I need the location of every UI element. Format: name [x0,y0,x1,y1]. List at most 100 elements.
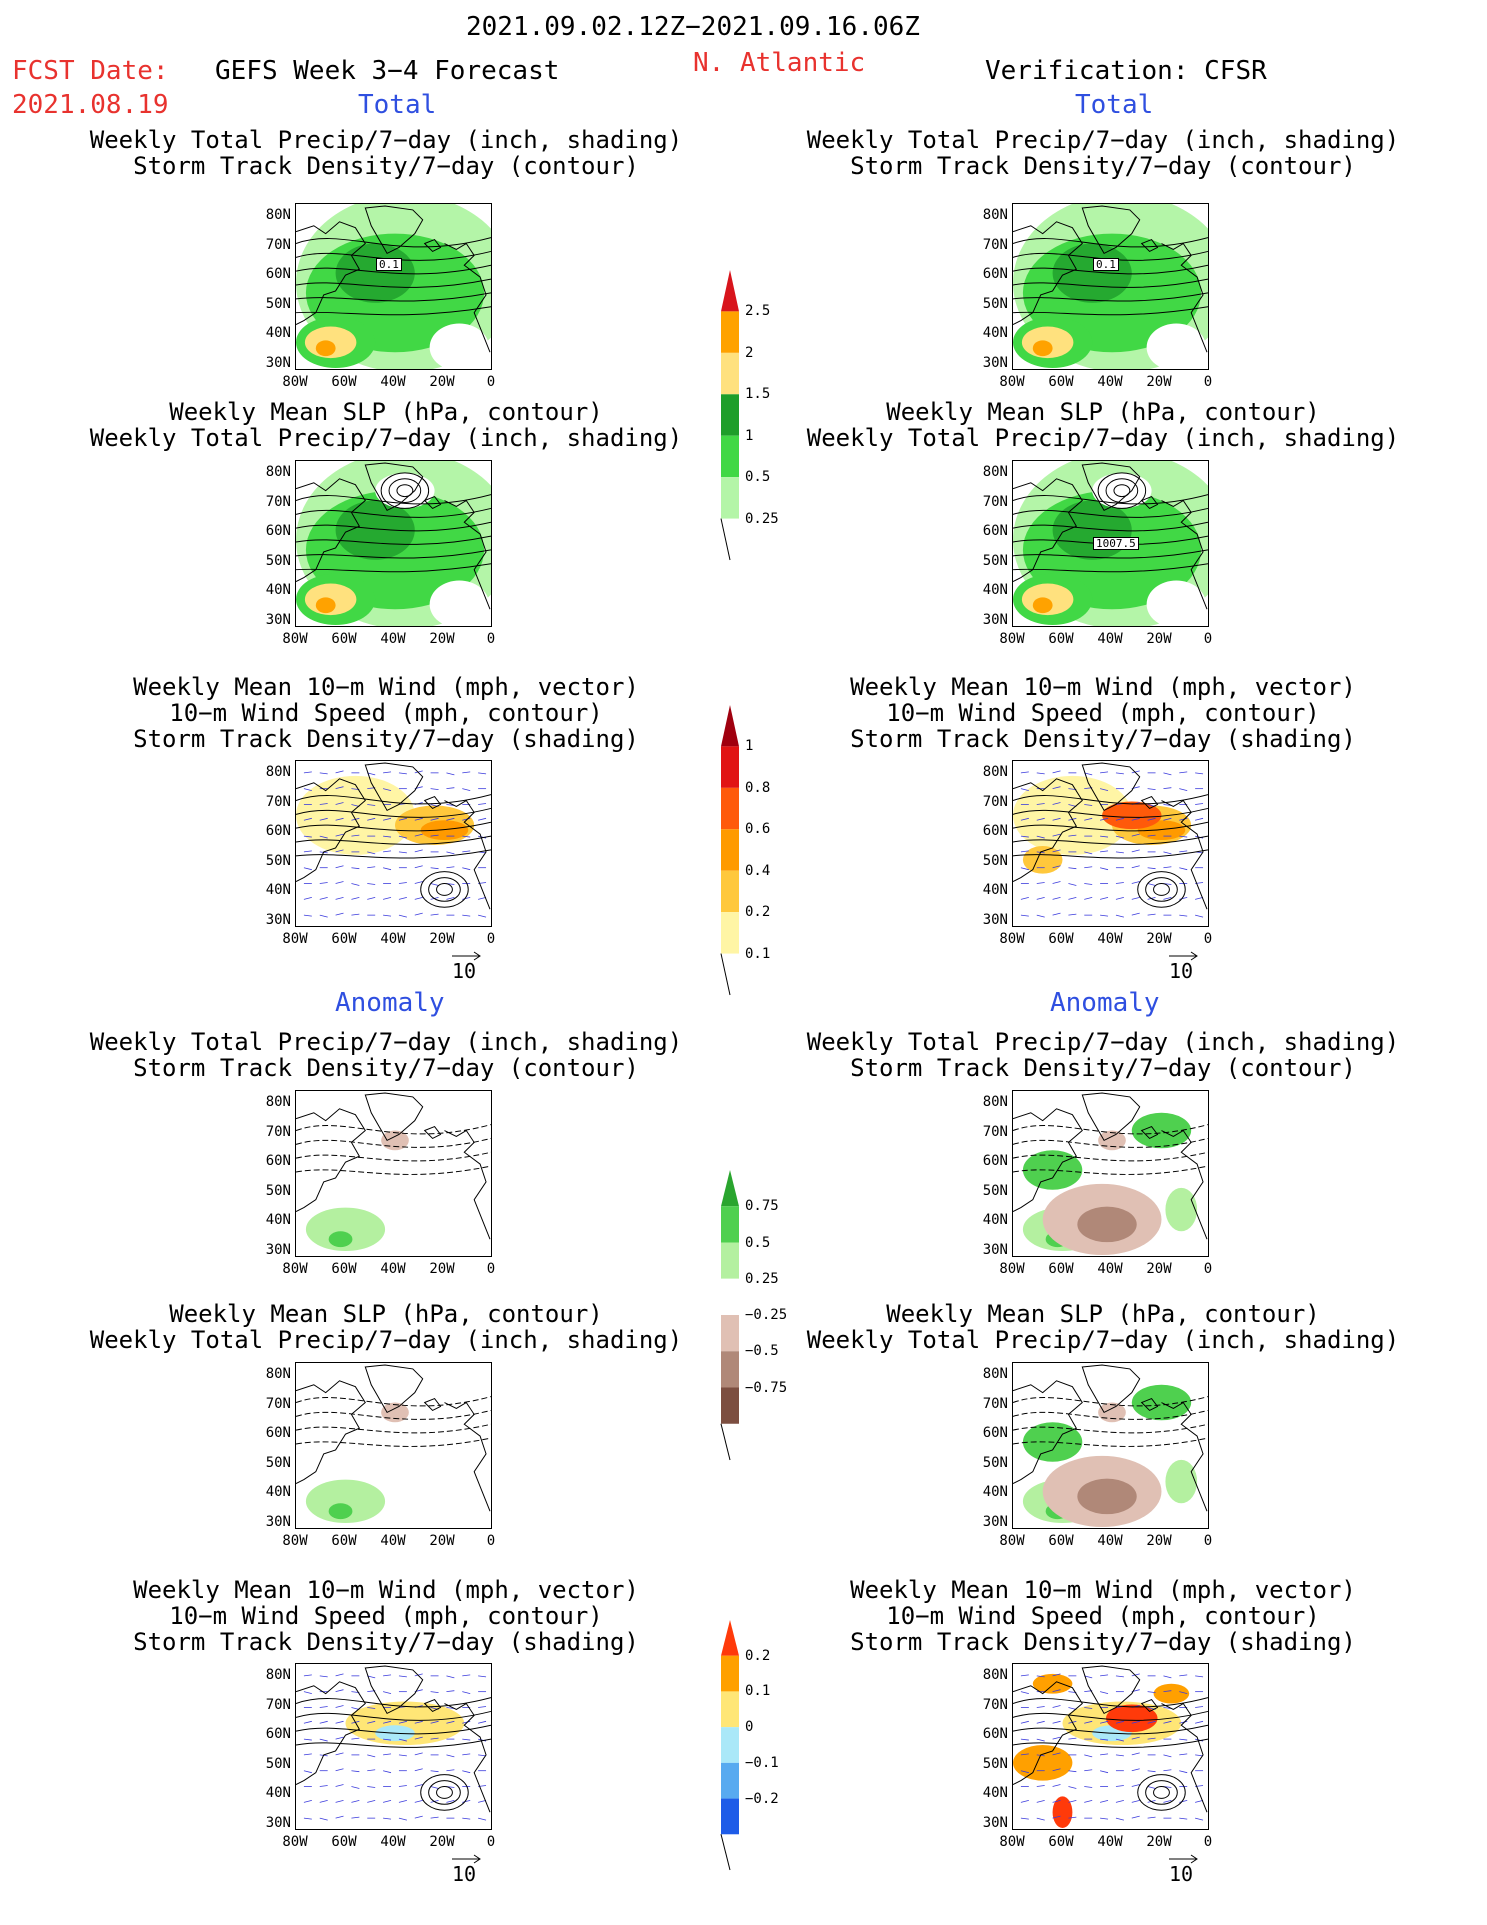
coastline-greenland [1081,462,1141,512]
colorbar-label: 1 [745,427,754,444]
wind-vector [446,1675,455,1679]
wind-vector [383,850,392,853]
wind-vector [1020,1674,1029,1677]
lat-tick-label: 70N [982,1696,1008,1713]
shading-blob [1146,323,1207,369]
panel-title-line: Weekly Mean SLP (hPa, contour) [169,1300,603,1328]
map-plot [296,1092,491,1252]
wind-vector [1147,1816,1156,1819]
wind-vector [462,914,471,917]
wind-vector [1052,817,1061,821]
wind-vector [1036,1706,1045,1708]
wind-vector [1179,1720,1188,1724]
panel-title-line: Weekly Mean SLP (hPa, contour) [886,398,1320,426]
lon-tick-label: 80W [282,1533,308,1549]
coastline-iceland [1140,1125,1159,1140]
wind-vector [1036,803,1045,805]
wind-vector [351,1799,360,1803]
panel-title-line: Weekly Total Precip/7−day (inch, shading… [806,126,1400,154]
lat-tick-label: 60N [265,823,291,839]
lat-tick-label: 70N [982,236,1008,253]
contour-line [296,250,491,261]
wind-vector [303,835,312,838]
colorbar-label: 0.1 [745,1683,771,1700]
lat-tick-label: 30N [265,611,291,628]
contour-line [296,807,491,818]
wind-vector [1163,787,1172,790]
lon-tick-label: 60W [331,1834,357,1850]
colorbar-cap [721,1170,739,1207]
wind-vector [367,1754,376,1758]
wind-vector [303,896,312,900]
lat-tick-label: 60N [265,523,291,539]
wind-vector [367,817,376,821]
wind-vector [1020,1770,1029,1774]
wind-vector [1100,1753,1109,1756]
wind-vector [1020,850,1029,853]
wind-vector [1163,896,1172,900]
lon-tick-label: 0 [486,1834,496,1850]
colorbar-swatch [721,912,739,954]
wind-vector [430,883,439,886]
wind-vector [1020,1799,1029,1803]
wind-vector [1100,835,1109,838]
colorbar-swatch [721,1655,739,1692]
wind-vector [478,1720,487,1724]
wind-vector [351,1770,360,1773]
colorbar-label: 1 [745,738,754,755]
map-panel [1012,1663,1209,1830]
lon-tick-label: 60W [331,631,357,647]
lon-tick-label: 40W [1097,1834,1123,1850]
vector-reference: 10 [452,1854,481,1886]
shading-blob [328,1231,353,1248]
panel-title-line: Storm Track Density/7−day (contour) [133,1054,639,1082]
wind-vector [1195,803,1204,805]
vector-reference-value: 10 [452,959,477,983]
contour-loop [388,478,422,503]
wind-vector [367,896,376,900]
shading-blob [315,597,336,614]
wind-vector [1195,1817,1204,1821]
wind-vector [335,865,344,869]
contour-loop [1145,1780,1178,1805]
coastline-greenland [1081,1092,1141,1142]
shading-blob [1077,1478,1137,1515]
lon-tick-label: 20W [429,631,455,647]
lon-tick-label: 0 [486,1533,496,1549]
wind-vector [335,912,344,916]
contour-line [296,521,491,532]
panel-title-line: Weekly Mean 10−m Wind (mph, vector) [850,673,1356,701]
contour-line [1013,306,1208,316]
lon-tick-label: 60W [331,374,357,390]
wind-vector [1163,1799,1172,1803]
colorbar-cap [721,270,739,312]
wind-vector [1179,850,1188,853]
lat-tick-label: 80N [982,464,1008,480]
wind-vector [1084,804,1093,806]
wind-vector [1163,1675,1172,1679]
lat-tick-label: 50N [982,552,1008,569]
vector-reference-value: 10 [452,1862,477,1886]
wind-vector [1084,883,1093,885]
wind-vector [1036,1738,1045,1742]
map-panel [1012,760,1209,927]
wind-vector [1100,914,1109,917]
wind-vector [1020,835,1029,838]
coastline-europe-africa [1161,499,1208,610]
contour-line [1013,292,1208,302]
contour-loop [1097,472,1147,509]
coastline-americas [296,1108,366,1212]
lat-tick-label: 60N [982,266,1008,282]
wind-vector [478,803,487,805]
colorbar-label: 0.25 [745,510,779,527]
wind-vector [1052,1736,1061,1740]
map-plot [296,461,491,626]
lon-tick-label: 60W [331,1261,357,1277]
lon-tick-label: 20W [429,931,455,947]
wind-vector [446,1690,455,1693]
wind-vector [1179,1674,1188,1677]
wind-vector [414,881,423,884]
lat-tick-label: 40N [982,582,1008,598]
colorbar-label: 2 [745,344,754,361]
lon-tick-label: 80W [999,374,1025,390]
